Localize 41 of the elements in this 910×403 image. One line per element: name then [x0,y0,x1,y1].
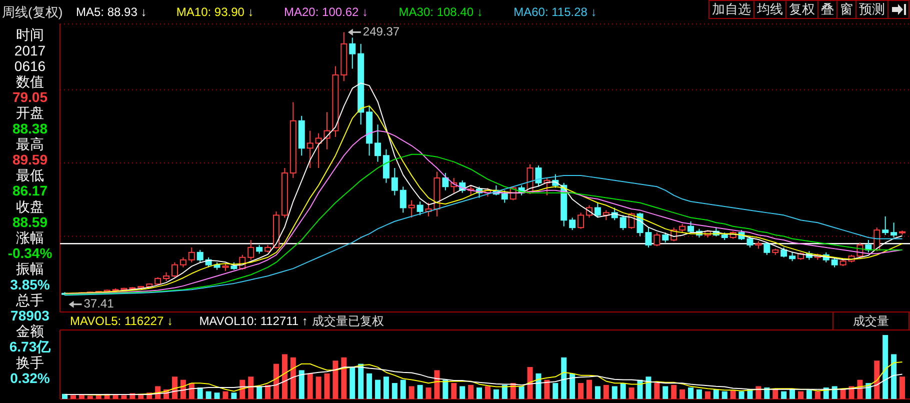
chart-title: 成交量 [853,314,889,328]
text: 86.17 [12,182,48,199]
text: 79.05 [12,89,48,106]
annotation: 37.41 [84,296,114,311]
text: 金额 [16,323,44,340]
text: 总手 [15,292,44,308]
text: 窗 [840,1,853,16]
text: 78903 [10,308,50,324]
text: MA60: 115.28 ↓ [514,5,597,20]
text: 叠 [821,1,834,16]
chart-subtitle: 成交量已复权 [312,314,384,328]
text: 换手 [16,354,44,370]
text: MA5: 88.93 ↓ [76,5,147,20]
text: -0.34% [8,245,53,262]
text: MA30: 108.40 ↓ [398,5,483,20]
text: 最低 [16,167,44,184]
text: 收盘 [16,198,44,214]
text: 数值 [16,74,44,90]
text: 88.38 [12,120,48,136]
text: 0616 [14,58,46,74]
text: MAVOL10: 112711 ↑ [199,314,308,328]
text: 0.32% [10,370,50,386]
text: MAVOL5: 116227 ↓ [70,314,173,328]
text: 89.59 [12,152,48,168]
text: 涨幅 [16,230,44,246]
text: MA20: 100.62 ↓ [284,5,368,20]
text: 开盘 [16,104,44,121]
text: 3.85% [10,276,50,292]
text: 振幅 [16,260,44,277]
text: 复权 [789,1,815,16]
text: 6.73亿 [9,338,52,355]
text: 最高 [16,136,44,152]
text: 时间 [16,26,44,43]
text: 加自选 [712,1,751,16]
text: MA10: 93.90 ↓ [176,5,254,20]
annotation: 249.37 [362,24,400,38]
chart-title: 周线(复权) [2,4,63,20]
text: 均线 [756,1,783,16]
text: 88.59 [12,214,48,230]
text: 预测 [859,1,885,16]
text: 2017 [14,42,46,58]
